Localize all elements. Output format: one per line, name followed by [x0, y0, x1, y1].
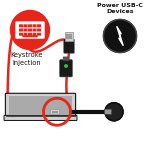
FancyBboxPatch shape — [9, 96, 72, 115]
FancyBboxPatch shape — [66, 34, 72, 39]
FancyBboxPatch shape — [28, 28, 32, 32]
FancyBboxPatch shape — [28, 24, 32, 27]
FancyBboxPatch shape — [19, 33, 23, 36]
FancyBboxPatch shape — [19, 24, 23, 27]
FancyBboxPatch shape — [37, 28, 41, 32]
FancyBboxPatch shape — [52, 111, 58, 113]
FancyBboxPatch shape — [65, 32, 73, 40]
FancyBboxPatch shape — [5, 93, 76, 117]
FancyBboxPatch shape — [33, 24, 37, 27]
FancyBboxPatch shape — [4, 115, 77, 120]
FancyBboxPatch shape — [24, 24, 28, 27]
FancyBboxPatch shape — [104, 109, 112, 114]
FancyBboxPatch shape — [15, 21, 45, 39]
FancyBboxPatch shape — [24, 33, 28, 36]
Text: Power USB-C
Devices: Power USB-C Devices — [97, 3, 143, 14]
FancyBboxPatch shape — [22, 35, 38, 37]
FancyBboxPatch shape — [33, 28, 37, 32]
FancyBboxPatch shape — [51, 110, 60, 114]
Circle shape — [103, 20, 136, 52]
Circle shape — [11, 11, 50, 50]
FancyBboxPatch shape — [63, 57, 69, 61]
FancyBboxPatch shape — [60, 60, 72, 77]
FancyBboxPatch shape — [19, 28, 23, 32]
FancyBboxPatch shape — [33, 33, 37, 36]
Polygon shape — [117, 26, 123, 46]
FancyBboxPatch shape — [37, 24, 41, 27]
FancyBboxPatch shape — [28, 33, 32, 36]
FancyBboxPatch shape — [37, 33, 41, 36]
Circle shape — [105, 103, 123, 121]
FancyBboxPatch shape — [64, 39, 74, 53]
Text: Keystroke
Injection: Keystroke Injection — [11, 52, 43, 66]
FancyBboxPatch shape — [24, 28, 28, 32]
Circle shape — [65, 65, 67, 67]
